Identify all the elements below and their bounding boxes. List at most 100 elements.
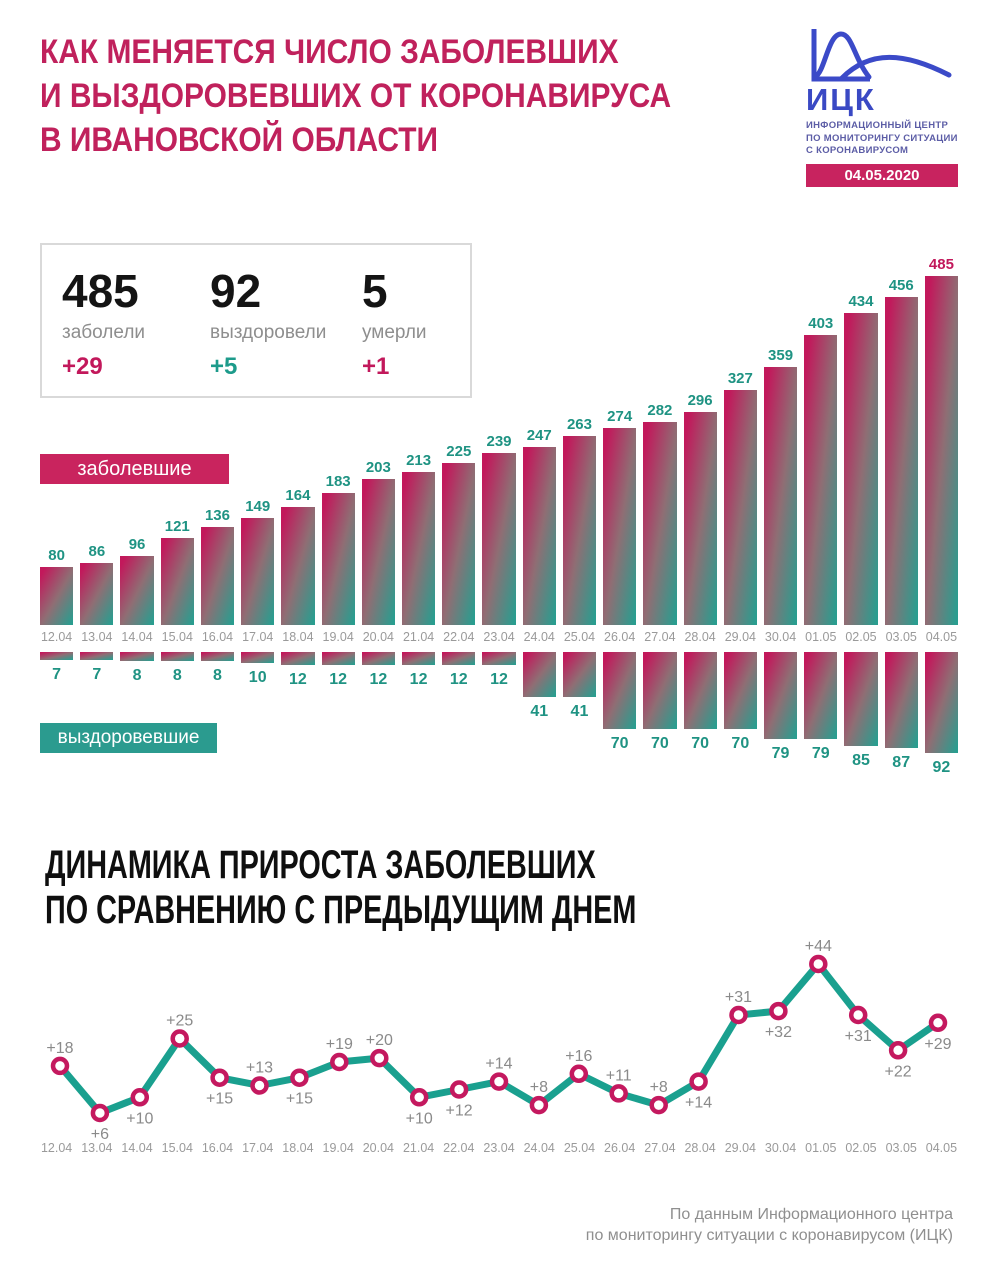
date-label: 25.04 bbox=[563, 1141, 596, 1155]
infected-bar-column: 136 bbox=[200, 255, 235, 625]
increase-point bbox=[649, 1095, 668, 1115]
increase-point bbox=[449, 1080, 469, 1099]
recovered-bar bbox=[321, 652, 355, 665]
increase-point bbox=[50, 1056, 70, 1076]
recovered-bar bbox=[804, 652, 838, 739]
increase-point bbox=[928, 1013, 948, 1033]
bar-value-label: 225 bbox=[446, 443, 472, 460]
recovered-bar-column: 8 bbox=[120, 652, 154, 685]
infected-bar bbox=[160, 538, 194, 625]
date-label: 28.04 bbox=[684, 1141, 716, 1155]
bar-value-label: 434 bbox=[848, 293, 874, 310]
stat-delta-1: +5 bbox=[210, 353, 238, 380]
date-label: 22.04 bbox=[443, 1141, 475, 1155]
infected-bar-column: 247 bbox=[522, 255, 556, 625]
date-label: 23.04 bbox=[483, 1141, 515, 1155]
increase-point-label: +11 bbox=[606, 1067, 632, 1084]
recovered-bar-column: 85 bbox=[844, 652, 878, 770]
bar-value-label: 41 bbox=[530, 703, 549, 720]
recovered-bar-column: 41 bbox=[522, 652, 556, 721]
logo-subtitle-line: С КОРОНАВИРУСОМ bbox=[806, 145, 909, 156]
recovered-bar bbox=[442, 652, 476, 665]
recovered-bar-column: 79 bbox=[763, 652, 798, 763]
bar-value-label: 183 bbox=[325, 473, 351, 490]
bar-value-label: 359 bbox=[768, 347, 794, 364]
infected-bar-column: 164 bbox=[281, 255, 315, 625]
increase-point-label: +16 bbox=[565, 1048, 592, 1065]
logo-subtitle: ИНФОРМАЦИОННЫЙ ЦЕНТР ПО МОНИТОРИНГУ СИТУ… bbox=[806, 120, 958, 158]
increase-point-label: +12 bbox=[446, 1103, 473, 1120]
bar-value-label: 12 bbox=[490, 671, 508, 688]
infected-bar bbox=[200, 527, 235, 625]
date-label: 29.04 bbox=[724, 1141, 756, 1155]
increase-point bbox=[809, 954, 828, 974]
recovered-bar bbox=[482, 652, 516, 665]
increase-point bbox=[848, 1005, 868, 1025]
date-label: 27.04 bbox=[644, 630, 676, 644]
date-label: 15.04 bbox=[161, 630, 193, 644]
stat-infected-value: 485 bbox=[62, 265, 139, 317]
date-label: 04.05 bbox=[925, 1141, 958, 1155]
section2-title-line: ДИНАМИКА ПРИРОСТА ЗАБОЛЕВШИХ bbox=[45, 843, 596, 887]
recovered-bar-column: 12 bbox=[401, 652, 436, 689]
date-label: 01.05 bbox=[805, 630, 837, 644]
date-label: 26.04 bbox=[604, 1141, 636, 1155]
bar-value-label: 70 bbox=[731, 735, 750, 752]
infected-bar bbox=[522, 447, 556, 625]
logo-subtitle-line: ИНФОРМАЦИОННЫЙ ЦЕНТР bbox=[806, 120, 949, 131]
bar-value-label: 263 bbox=[566, 416, 592, 433]
stat-died-label: умерли bbox=[362, 322, 427, 343]
data-source-note: По данным Информационного центра по мони… bbox=[586, 1204, 953, 1246]
infected-bar bbox=[562, 436, 597, 625]
date-label: 19.04 bbox=[322, 1141, 354, 1155]
increase-point-label: +10 bbox=[406, 1110, 433, 1127]
bar-value-label: 282 bbox=[647, 402, 673, 419]
increase-point bbox=[170, 1029, 189, 1048]
date-label: 18.04 bbox=[282, 630, 314, 644]
recovered-bar-column: 87 bbox=[884, 652, 918, 772]
increase-point bbox=[489, 1072, 509, 1091]
infected-bar-column: 239 bbox=[482, 255, 516, 625]
infected-bar-column: 149 bbox=[241, 255, 275, 625]
infected-bar-column: 203 bbox=[361, 255, 395, 625]
date-label: 29.04 bbox=[724, 630, 756, 644]
increase-point-label: +14 bbox=[685, 1095, 712, 1112]
infected-bar-column: 225 bbox=[442, 255, 476, 625]
recovered-bar-column: 70 bbox=[683, 652, 717, 753]
logo-abbr: ИЦК bbox=[806, 82, 876, 117]
bar-value-label: 8 bbox=[213, 667, 222, 684]
stat-recovered-label: выздоровели bbox=[210, 322, 327, 343]
increase-point-label: +6 bbox=[91, 1126, 109, 1143]
recovered-bar-column: 70 bbox=[723, 652, 757, 753]
stat-died: 5 умерли +1 bbox=[362, 267, 470, 396]
recovered-bar bbox=[884, 652, 918, 748]
increase-point bbox=[409, 1088, 429, 1107]
recovered-bar bbox=[723, 652, 757, 729]
bar-value-label: 96 bbox=[128, 536, 146, 553]
date-label: 02.05 bbox=[845, 1141, 877, 1155]
date-label: 19.04 bbox=[322, 630, 354, 644]
bar-value-label: 70 bbox=[691, 735, 709, 752]
increase-point-label: +15 bbox=[206, 1091, 233, 1108]
infected-bar bbox=[924, 276, 959, 625]
infected-bar bbox=[643, 422, 677, 625]
section2-title-line: ПО СРАВНЕНИЮ С ПРЕДЫДУЩИМ ДНЕМ bbox=[45, 888, 637, 932]
bar-value-label: 12 bbox=[449, 671, 468, 688]
recovered-bar-column: 12 bbox=[321, 652, 355, 689]
date-label: 17.04 bbox=[242, 630, 274, 644]
recovered-bar-column: 12 bbox=[442, 652, 476, 689]
infected-bar bbox=[80, 563, 114, 625]
date-label: 16.04 bbox=[201, 630, 234, 644]
date-label: 14.04 bbox=[121, 630, 153, 644]
infected-bar bbox=[241, 518, 275, 625]
recovered-bar-column: 7 bbox=[80, 652, 114, 684]
date-label: 02.05 bbox=[845, 630, 877, 644]
bar-value-label: 8 bbox=[172, 667, 182, 684]
bar-value-label: 10 bbox=[248, 669, 267, 686]
infected-bar bbox=[120, 556, 154, 625]
bar-value-label: 87 bbox=[892, 754, 911, 771]
infected-bar bbox=[844, 313, 878, 625]
summary-stats-panel: 485 заболели +29 92 выздоровели +5 5 уме… bbox=[40, 243, 472, 398]
date-label: 14.04 bbox=[121, 1141, 153, 1155]
date-label: 13.04 bbox=[81, 630, 113, 644]
